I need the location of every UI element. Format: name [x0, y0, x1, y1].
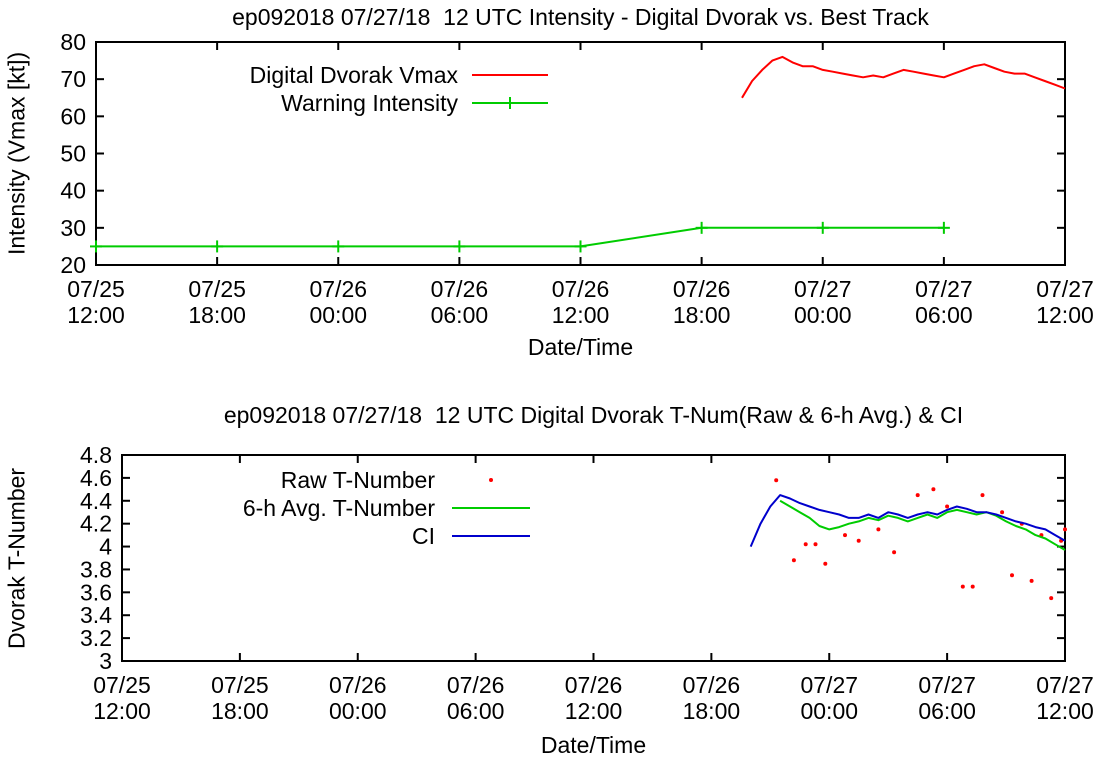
data-point-raw-t-number: [915, 493, 920, 498]
series-line-digital-dvorak-vmax: [741, 55, 1066, 99]
legend-label-warning-intensity: Warning Intensity: [281, 90, 458, 116]
data-point-raw-t-number: [960, 584, 965, 589]
y-tick-label: 3.6: [80, 579, 112, 605]
x-tick-label-date: 07/26: [309, 276, 367, 302]
plot-border: [121, 454, 1066, 662]
x-tick-label-date: 07/27: [918, 672, 976, 698]
y-tick-label: 3.2: [80, 625, 112, 651]
y-tick-label: 3.4: [80, 602, 112, 628]
x-tick-label-date: 07/26: [329, 672, 387, 698]
data-point-raw-t-number: [931, 487, 936, 492]
x-tick-label-time: 18:00: [683, 698, 741, 724]
y-tick-label: 50: [60, 141, 86, 167]
x-tick-label-date: 07/27: [915, 276, 973, 302]
x-tick-label-time: 12:00: [1036, 698, 1094, 724]
x-tick-label-time: 06:00: [915, 302, 973, 328]
data-point-raw-t-number: [1010, 573, 1014, 578]
tnumber-chart-title: ep092018 07/27/18 12 UTC Digital Dvorak …: [223, 402, 964, 428]
x-tick-label-date: 07/27: [1036, 276, 1094, 302]
y-tick-label: 4.8: [80, 442, 112, 468]
data-point-raw-t-number: [1063, 527, 1067, 532]
legend-dot-raw-t-number: [489, 478, 493, 482]
x-tick-label-time: 12:00: [1036, 302, 1094, 328]
x-tick-label-time: 06:00: [447, 698, 505, 724]
data-point-raw-t-number: [1000, 510, 1005, 515]
y-tick-label: 3.8: [80, 556, 112, 582]
intensity-chart: ep092018 07/27/18 12 UTC Intensity - Dig…: [0, 0, 1098, 380]
x-tick-label-time: 18:00: [188, 302, 246, 328]
data-point-raw-t-number: [980, 493, 985, 498]
x-tick-label-date: 07/26: [447, 672, 505, 698]
tnumber-plot-area: 07/2512:0007/2518:0007/2600:0007/2606:00…: [80, 442, 1094, 724]
y-tick-label: 4.6: [80, 465, 112, 491]
x-tick-label-time: 12:00: [552, 302, 610, 328]
x-tick-label-date: 07/26: [673, 276, 731, 302]
legend-label-ci: CI: [412, 523, 435, 549]
data-point-raw-t-number: [970, 584, 975, 589]
x-tick-label-date: 07/26: [552, 276, 610, 302]
data-point-raw-t-number: [774, 478, 779, 483]
series-line-warning-intensity: [96, 226, 944, 248]
y-tick-label: 4: [99, 534, 112, 560]
intensity-x-axis-label: Date/Time: [527, 334, 634, 360]
x-tick-label-time: 00:00: [329, 698, 387, 724]
data-point-raw-t-number: [892, 550, 897, 555]
x-tick-label-time: 18:00: [211, 698, 269, 724]
y-tick-label: 20: [60, 252, 86, 278]
x-tick-label-time: 12:00: [93, 698, 151, 724]
data-point-raw-t-number: [856, 538, 861, 543]
y-tick-label: 60: [60, 103, 86, 129]
x-tick-label-date: 07/25: [93, 672, 151, 698]
y-tick-label: 3: [99, 648, 112, 674]
x-tick-label-date: 07/27: [800, 672, 858, 698]
data-point-raw-t-number: [813, 542, 818, 547]
x-tick-label-date: 07/25: [211, 672, 269, 698]
data-point-raw-t-number: [1049, 596, 1054, 601]
x-tick-label-time: 00:00: [794, 302, 852, 328]
data-point-raw-t-number: [843, 533, 847, 538]
data-point-raw-t-number: [1029, 578, 1034, 583]
legend-label-digital-dvorak-vmax: Digital Dvorak Vmax: [250, 62, 459, 88]
legend-label-raw-t-number: Raw T-Number: [281, 467, 436, 493]
x-tick-label-date: 07/27: [1036, 672, 1094, 698]
data-point-raw-t-number: [823, 561, 828, 566]
y-tick-label: 80: [60, 29, 86, 55]
data-point-raw-t-number: [791, 558, 796, 563]
x-tick-label-time: 06:00: [918, 698, 976, 724]
x-tick-label-time: 18:00: [673, 302, 731, 328]
x-tick-label-time: 12:00: [67, 302, 125, 328]
y-tick-label: 4.4: [80, 488, 112, 514]
x-tick-label-date: 07/27: [794, 276, 852, 302]
tnumber-x-axis-label: Date/Time: [540, 732, 647, 758]
x-tick-label-time: 00:00: [309, 302, 367, 328]
legend-label-6-h-avg-t-number: 6-h Avg. T-Number: [243, 495, 436, 521]
y-tick-label: 70: [60, 66, 86, 92]
series-line-6-h-avg-t-number: [779, 499, 1066, 551]
x-tick-label-date: 07/26: [565, 672, 623, 698]
x-tick-label-date: 07/26: [431, 276, 489, 302]
data-point-raw-t-number: [803, 542, 808, 547]
series-line-ci: [749, 494, 1066, 547]
tnumber-chart: ep092018 07/27/18 12 UTC Digital Dvorak …: [0, 380, 1098, 766]
data-point-raw-t-number: [876, 527, 881, 532]
x-tick-label-date: 07/26: [683, 672, 741, 698]
data-point-raw-t-number: [945, 504, 950, 509]
y-tick-label: 30: [60, 215, 86, 241]
x-tick-label-time: 12:00: [565, 698, 623, 724]
plot-border: [95, 41, 1066, 266]
x-tick-label-date: 07/25: [67, 276, 125, 302]
y-tick-label: 4.2: [80, 511, 112, 537]
x-tick-label-time: 06:00: [431, 302, 489, 328]
x-tick-label-date: 07/25: [188, 276, 246, 302]
intensity-plot-area: 07/2512:0007/2518:0007/2600:0007/2606:00…: [60, 29, 1094, 328]
y-tick-label: 40: [60, 178, 86, 204]
x-tick-label-time: 00:00: [800, 698, 858, 724]
intensity-chart-title: ep092018 07/27/18 12 UTC Intensity - Dig…: [232, 4, 929, 30]
